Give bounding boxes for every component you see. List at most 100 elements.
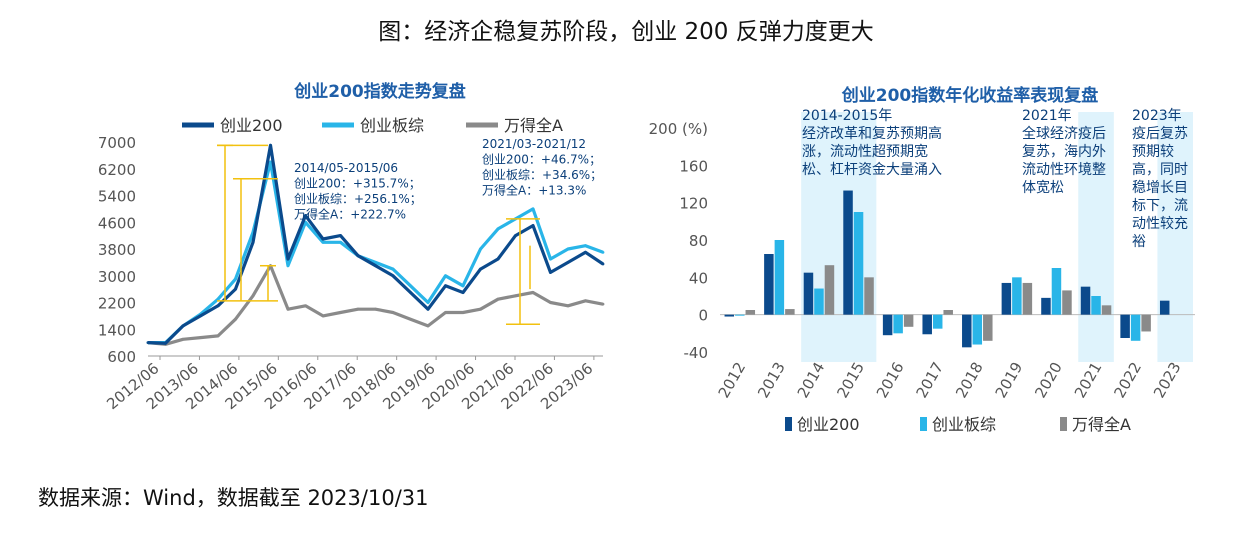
- highlight-band: [1078, 112, 1114, 362]
- data-point: [356, 254, 360, 258]
- x-tick-label: 2020: [1031, 359, 1066, 401]
- annotation-2014-line: 创业板综：+256.1%；: [294, 192, 422, 206]
- x-tick-label: 2023: [1150, 359, 1185, 401]
- x-tick-label: 2015: [833, 359, 868, 401]
- data-point: [531, 207, 535, 211]
- highlight-annotation-line: 稳增长目: [1132, 180, 1188, 196]
- data-point: [549, 271, 552, 274]
- bar-chart: 创业200指数年化收益率表现复盘 -40 0 40 80 120 160 200 (%) 201…: [649, 85, 1195, 434]
- bar: [824, 265, 835, 315]
- bar-chart-title: 创业200指数年化收益率表现复盘: [841, 85, 1099, 106]
- source-note: 数据来源：Wind，数据截至 2023/10/31: [38, 486, 429, 510]
- data-point: [496, 297, 500, 301]
- bar: [853, 212, 864, 315]
- legend-swatch-1: [920, 417, 927, 431]
- data-point: [461, 284, 465, 288]
- y-tick-label: 4600: [98, 214, 136, 232]
- highlight-annotation-line: 经济改革和复苏预期高: [802, 125, 942, 142]
- annotation-2014-line: 2014/05-2015/06: [294, 161, 398, 175]
- y-tick-label: 200 (%): [649, 120, 708, 138]
- y-tick-label: 600: [107, 348, 136, 366]
- data-point: [269, 160, 272, 164]
- bar: [1101, 305, 1112, 315]
- data-point: [444, 311, 447, 314]
- data-point: [531, 291, 535, 294]
- data-point: [549, 301, 552, 304]
- data-point: [339, 311, 342, 314]
- bar: [843, 190, 853, 315]
- bar: [1080, 286, 1091, 315]
- bar: [735, 314, 745, 316]
- x-tick-label: 2021: [1071, 359, 1106, 401]
- annotation-2021-line: 创业200：+46.7%；: [482, 153, 601, 167]
- highlight-annotation-line: 预期较: [1132, 144, 1174, 160]
- bar: [1141, 314, 1151, 332]
- bar: [814, 288, 824, 315]
- data-point: [146, 341, 150, 345]
- data-point: [601, 250, 605, 254]
- legend-label-2: 万得全A: [1072, 415, 1131, 434]
- data-point: [321, 314, 325, 318]
- x-tick-label: 2012: [715, 359, 750, 401]
- x-tick-label: 2022: [1110, 359, 1145, 401]
- data-point: [479, 247, 482, 251]
- bar: [1051, 268, 1062, 315]
- data-point: [409, 317, 412, 321]
- data-point: [321, 240, 325, 244]
- bar: [962, 314, 972, 348]
- bar: [745, 310, 756, 315]
- data-point: [566, 260, 570, 264]
- highlight-annotation-line: 流动性环境整: [1022, 162, 1106, 178]
- legend-label-1: 创业板综: [932, 415, 996, 434]
- y-tick-label: 40: [689, 269, 708, 287]
- bar: [1091, 296, 1101, 315]
- highlight-band: [1157, 112, 1193, 362]
- data-point: [199, 336, 202, 340]
- y-tick-label: 3000: [98, 268, 136, 286]
- data-point: [286, 307, 290, 311]
- data-point: [391, 311, 395, 314]
- data-point: [584, 244, 587, 248]
- data-point: [514, 234, 517, 238]
- highlight-annotation-line: 全球经济疫后: [1022, 125, 1106, 142]
- x-tick-label: 2018: [952, 359, 987, 401]
- x-tick-label: 2014: [794, 359, 829, 401]
- bar: [1159, 300, 1170, 315]
- bar: [893, 314, 903, 334]
- data-point: [479, 307, 482, 311]
- data-point: [199, 314, 202, 318]
- data-point: [444, 284, 447, 288]
- data-point: [216, 297, 220, 301]
- data-point: [374, 307, 377, 311]
- bar: [882, 314, 893, 336]
- bar: [864, 277, 874, 315]
- highlight-band: [801, 112, 877, 362]
- legend-label-1: 创业板综: [360, 116, 424, 135]
- data-point: [584, 250, 587, 254]
- data-point: [391, 274, 395, 278]
- highlight-annotation-line: 涨，流动性超预期宽: [802, 143, 928, 160]
- bar: [1001, 282, 1012, 315]
- legend-label-2: 万得全A: [504, 116, 563, 135]
- bar: [1130, 314, 1141, 341]
- highlight-annotation-line: 2014-2015年: [802, 108, 892, 124]
- y-tick-label: 5400: [98, 188, 136, 206]
- bar: [803, 272, 814, 315]
- bar: [774, 240, 785, 315]
- annotation-2014-line: 创业200：+315.7%；: [294, 177, 421, 191]
- data-point: [461, 311, 465, 314]
- bar: [983, 314, 993, 341]
- data-point: [251, 240, 255, 244]
- bar: [1120, 314, 1130, 338]
- data-point: [549, 257, 552, 261]
- data-point: [461, 291, 465, 294]
- annotation-2021-line: 2021/03-2021/12: [482, 137, 586, 151]
- data-point: [269, 143, 272, 147]
- data-point: [234, 287, 237, 291]
- bar: [764, 254, 774, 315]
- bar: [785, 309, 795, 315]
- highlight-annotation-line: 松、杠杆资金大量涌入: [802, 162, 942, 178]
- x-tick-label: 2016: [873, 359, 908, 401]
- data-point: [216, 334, 220, 338]
